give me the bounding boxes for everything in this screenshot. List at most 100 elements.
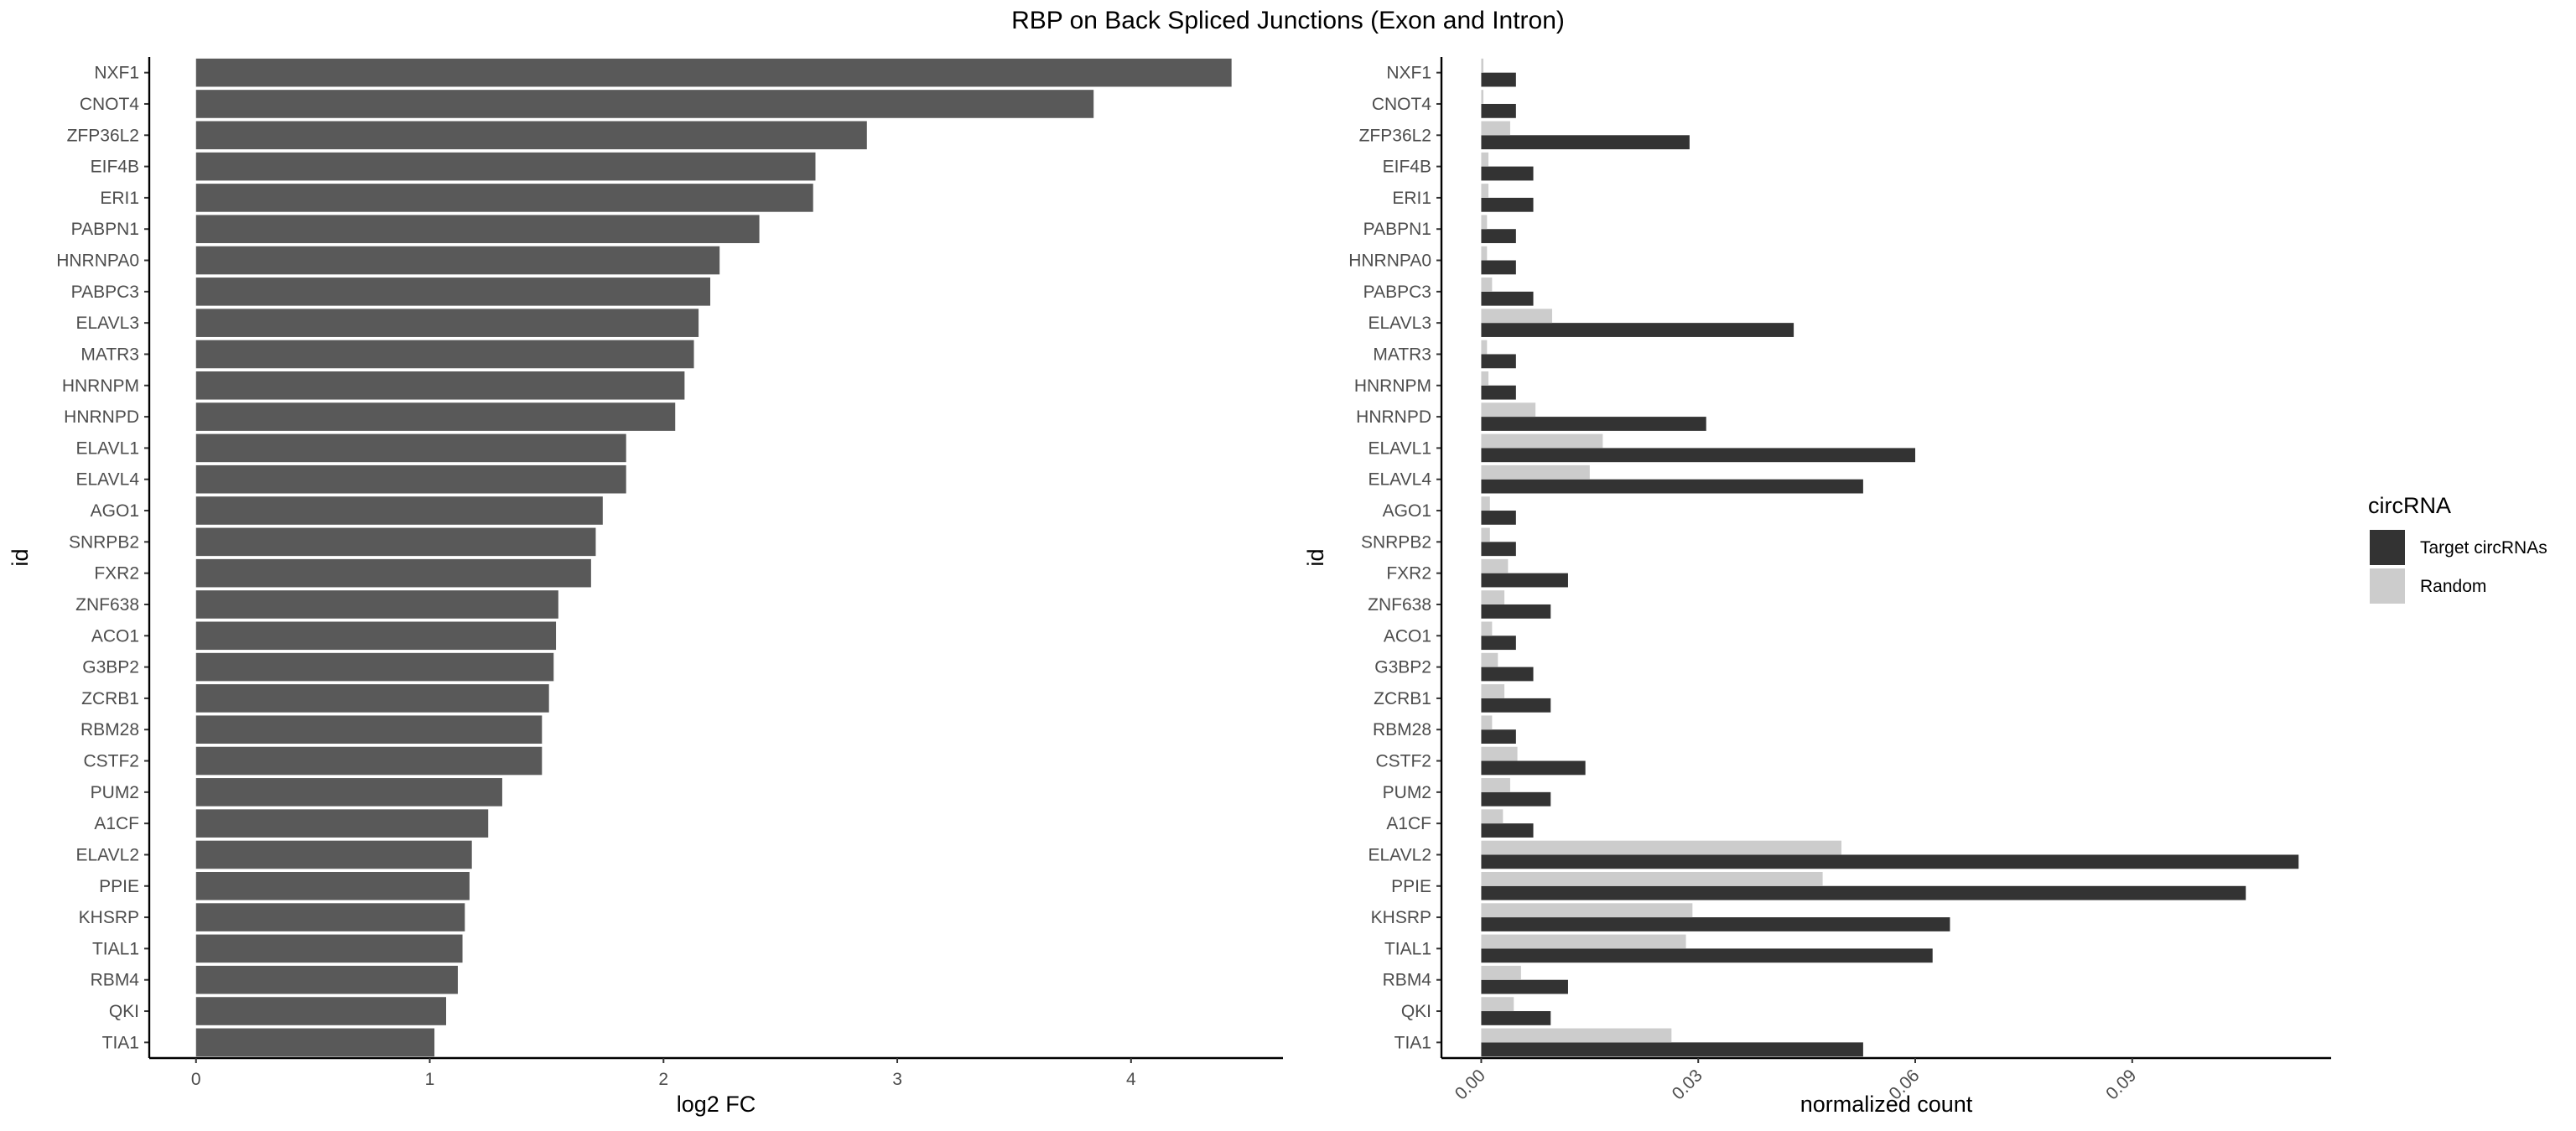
random-bar-pum2: [1481, 778, 1510, 792]
bar-rbm28: [195, 715, 543, 744]
bar-elavl4: [195, 464, 626, 494]
y-tick-label: EIF4B: [1383, 158, 1431, 177]
target-bar-zcrb1: [1481, 698, 1551, 713]
y-tick-label: FXR2: [94, 564, 139, 584]
random-bar-rbm4: [1481, 965, 1521, 980]
bar-cstf2: [195, 746, 543, 776]
bar-pabpn1: [195, 215, 760, 244]
y-tick-label: ELAVL1: [1368, 438, 1432, 458]
random-bar-hnrnpd: [1481, 402, 1536, 418]
x-tick-label: 3: [892, 1070, 902, 1089]
y-tick-label: QKI: [109, 1002, 139, 1021]
target-bar-a1cf: [1481, 823, 1534, 838]
bar-pabpc3: [195, 278, 711, 306]
y-tick-label: G3BP2: [82, 658, 139, 677]
target-bar-snrpb2: [1481, 542, 1516, 557]
y-tick-label: CNOT4: [80, 95, 139, 114]
random-bar-pabpc3: [1481, 278, 1493, 292]
target-bar-hnrnpd: [1481, 417, 1706, 431]
y-tick-label: MATR3: [80, 345, 139, 364]
legend-key-target: [2370, 530, 2405, 565]
target-bar-nxf1: [1481, 72, 1516, 87]
bar-khsrp: [195, 903, 465, 931]
y-tick-label: PABPC3: [1363, 283, 1431, 302]
y-tick-label: TIA1: [102, 1033, 139, 1052]
bar-cnot4: [195, 90, 1094, 118]
random-bar-pabpn1: [1481, 215, 1488, 230]
random-bar-zfp36l2: [1481, 121, 1510, 136]
random-bar-elavl1: [1481, 433, 1603, 449]
y-tick-label: ZCRB1: [1374, 689, 1431, 708]
y-tick-label: EIF4B: [91, 158, 139, 177]
y-tick-label: ERI1: [100, 189, 139, 208]
target-bar-ppie: [1481, 885, 2246, 900]
target-bar-qki: [1481, 1011, 1551, 1025]
bar-rbm4: [195, 965, 458, 994]
x-tick-label: 1: [425, 1070, 435, 1089]
y-tick-label: PUM2: [1383, 783, 1431, 802]
y-tick-label: HNRNPD: [64, 407, 139, 427]
bar-tial1: [195, 934, 463, 963]
y-tick-label: A1CF: [1386, 814, 1431, 833]
random-bar-znf638: [1481, 590, 1505, 604]
bar-elavl1: [195, 433, 626, 463]
random-bar-a1cf: [1481, 809, 1504, 824]
target-bar-matr3: [1481, 354, 1516, 369]
chart-title: RBP on Back Spliced Junctions (Exon and …: [1011, 7, 1565, 34]
target-bar-eri1: [1481, 197, 1534, 212]
random-bar-eri1: [1481, 184, 1489, 198]
y-tick-label: ELAVL3: [76, 314, 140, 333]
random-bar-matr3: [1481, 340, 1488, 355]
target-bar-fxr2: [1481, 573, 1568, 588]
y-tick-label: KHSRP: [79, 908, 139, 927]
y-tick-label: RBM28: [1373, 720, 1431, 739]
y-tick-label: AGO1: [91, 501, 139, 521]
bar-fxr2: [195, 558, 591, 588]
bar-zcrb1: [195, 684, 549, 713]
left-panel: NXF1 CNOT4 ZFP36L2 EIF4B ERI1 PABPN1 HNRNPA0 PA…: [8, 57, 1283, 1117]
y-tick-label: RBM4: [91, 971, 140, 990]
random-bar-zcrb1: [1481, 684, 1505, 698]
legend-label-random: Random: [2420, 577, 2486, 596]
legend-title: circRNA: [2368, 493, 2451, 518]
y-tick-label: PABPN1: [71, 220, 139, 239]
y-tick-label: RBM4: [1383, 971, 1432, 990]
random-bar-aco1: [1481, 621, 1493, 636]
y-tick-label: MATR3: [1373, 345, 1431, 364]
target-bar-zfp36l2: [1481, 135, 1690, 150]
bar-znf638: [195, 590, 558, 619]
random-bar-tia1: [1481, 1028, 1672, 1043]
y-tick-label: ZFP36L2: [1359, 126, 1431, 145]
y-tick-label: QKI: [1401, 1002, 1431, 1021]
random-bar-snrpb2: [1481, 527, 1490, 542]
target-bar-rbm28: [1481, 729, 1516, 744]
target-bar-cnot4: [1481, 103, 1516, 118]
y-tick-label: CSTF2: [1375, 752, 1431, 771]
target-bar-znf638: [1481, 604, 1551, 619]
y-tick-label: ELAVL2: [76, 845, 140, 864]
y-tick-label: ELAVL4: [76, 470, 140, 490]
target-bar-elavl4: [1481, 479, 1863, 494]
legend-key-random: [2370, 568, 2405, 604]
random-bar-hnrnpa0: [1481, 246, 1488, 261]
y-tick-label: NXF1: [1386, 64, 1431, 83]
random-bar-elavl2: [1481, 840, 1842, 855]
bar-qki: [195, 997, 447, 1025]
random-bar-fxr2: [1481, 558, 1509, 573]
y-tick-label: PPIE: [1391, 877, 1431, 896]
y-tick-label: ACO1: [1384, 626, 1431, 646]
bar-eri1: [195, 184, 813, 212]
y-tick-label: KHSRP: [1371, 908, 1431, 927]
y-tick-label: PABPN1: [1363, 220, 1431, 239]
bar-matr3: [195, 340, 694, 369]
random-bar-nxf1: [1481, 58, 1484, 73]
bar-nxf1: [195, 58, 1232, 87]
legend-label-target: Target circRNAs: [2420, 538, 2547, 558]
y-tick-label: ELAVL4: [1368, 470, 1432, 490]
random-bar-ago1: [1481, 496, 1490, 511]
random-bar-hnrnpm: [1481, 371, 1489, 386]
bar-ago1: [195, 496, 603, 525]
y-tick-label: PUM2: [91, 783, 139, 802]
